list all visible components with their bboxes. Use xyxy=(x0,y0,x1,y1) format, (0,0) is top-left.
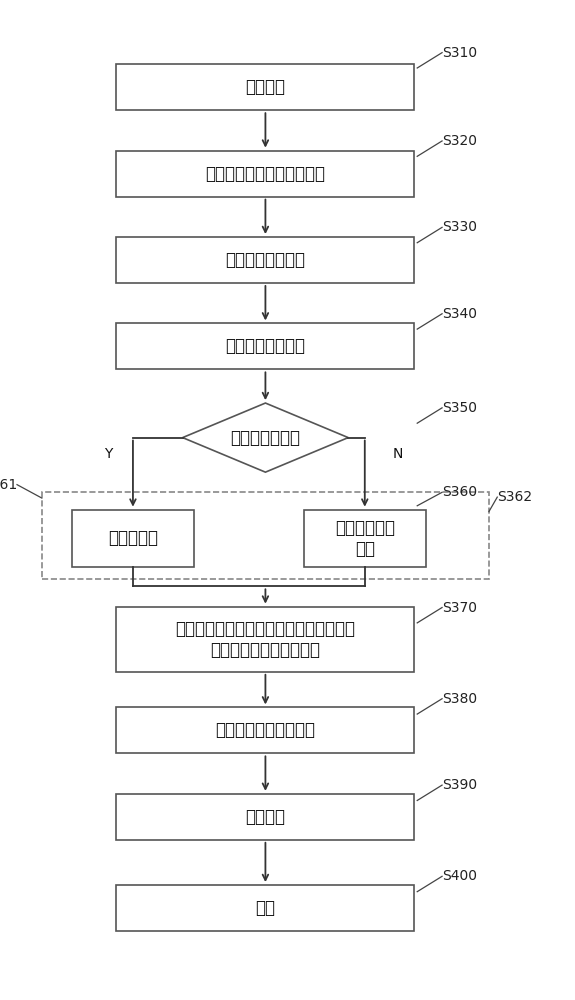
Bar xyxy=(116,794,415,840)
Text: 光学邻近效应
修正: 光学邻近效应 修正 xyxy=(335,519,395,558)
Text: 低工艺因子布局: 低工艺因子布局 xyxy=(231,429,300,447)
Text: 取走: 取走 xyxy=(255,899,275,917)
Bar xyxy=(116,607,415,672)
Bar xyxy=(116,323,415,369)
Text: 分解版图设计文件: 分解版图设计文件 xyxy=(225,337,305,355)
Text: S361: S361 xyxy=(0,478,17,492)
Text: N: N xyxy=(393,447,403,461)
Bar xyxy=(42,492,489,579)
Text: S320: S320 xyxy=(442,134,477,148)
Bar xyxy=(72,510,194,567)
Text: S330: S330 xyxy=(442,220,477,234)
Text: S340: S340 xyxy=(442,307,477,321)
Text: S400: S400 xyxy=(442,869,477,883)
Text: 制作光学邻近效应修正脚本: 制作光学邻近效应修正脚本 xyxy=(205,165,325,183)
Bar xyxy=(116,151,415,197)
Text: Y: Y xyxy=(104,447,112,461)
Text: 匹配且合并已处理的低工艺因子布局部分
和非低工艺因子布局部分: 匹配且合并已处理的低工艺因子布局部分 和非低工艺因子布局部分 xyxy=(175,620,355,659)
Text: 热点修正: 热点修正 xyxy=(246,808,285,826)
Text: S380: S380 xyxy=(442,692,477,706)
Text: 输入版图设计文件: 输入版图设计文件 xyxy=(225,251,305,269)
Bar xyxy=(116,707,415,753)
Bar xyxy=(116,885,415,931)
Text: S370: S370 xyxy=(442,601,477,615)
Text: 检验光学邻近效应修正: 检验光学邻近效应修正 xyxy=(216,721,316,739)
Bar xyxy=(116,64,415,110)
Bar xyxy=(304,510,426,567)
Bar xyxy=(116,237,415,283)
Text: 校准模型: 校准模型 xyxy=(246,78,285,96)
Text: S360: S360 xyxy=(442,485,477,499)
Text: 掩膜版优化: 掩膜版优化 xyxy=(108,529,158,547)
Text: S390: S390 xyxy=(442,778,477,792)
Text: S310: S310 xyxy=(442,46,477,60)
Polygon shape xyxy=(183,403,348,472)
Text: S350: S350 xyxy=(442,401,477,415)
Text: S362: S362 xyxy=(497,490,532,504)
